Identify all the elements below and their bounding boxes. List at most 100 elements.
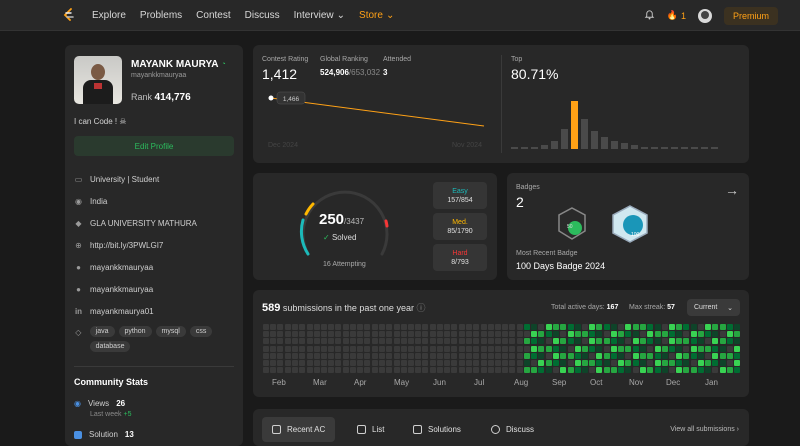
heatmap-cell[interactable] (350, 367, 356, 374)
heatmap-cell[interactable] (487, 367, 494, 374)
heatmap-cell[interactable] (350, 360, 356, 366)
heatmap-cell[interactable] (683, 367, 690, 374)
heatmap-cell[interactable] (444, 324, 451, 330)
heatmap-cell[interactable] (668, 324, 675, 330)
heatmap-cell[interactable] (502, 345, 509, 352)
heatmap-cell[interactable] (342, 367, 349, 374)
heatmap-cell[interactable] (552, 367, 559, 374)
heatmap-cell[interactable] (654, 345, 661, 352)
heatmap-cell[interactable] (480, 352, 487, 359)
heatmap-cell[interactable] (313, 352, 320, 359)
heatmap-cell[interactable] (350, 352, 356, 359)
heatmap-cell[interactable] (277, 331, 284, 338)
heatmap-cell[interactable] (690, 367, 697, 374)
heatmap-cell[interactable] (603, 331, 610, 338)
heatmap-cell[interactable] (465, 324, 472, 330)
rating-point[interactable] (268, 95, 274, 101)
heatmap-cell[interactable] (545, 345, 552, 352)
heatmap-cell[interactable] (560, 352, 566, 359)
heatmap-cell[interactable] (719, 367, 726, 374)
heatmap-cell[interactable] (284, 345, 291, 352)
heatmap-cell[interactable] (538, 324, 545, 330)
heatmap-cell[interactable] (487, 324, 494, 330)
heatmap-cell[interactable] (284, 360, 291, 366)
heatmap-cell[interactable] (451, 360, 458, 366)
heatmap-cell[interactable] (444, 360, 451, 366)
hard-stat[interactable]: Hard 8/793 (433, 244, 487, 271)
heatmap-cell[interactable] (719, 345, 726, 352)
heatmap-cell[interactable] (552, 352, 559, 359)
heatmap-cell[interactable] (574, 352, 581, 359)
heatmap-cell[interactable] (509, 331, 516, 338)
heatmap-cell[interactable] (581, 338, 588, 345)
heatmap-cell[interactable] (712, 338, 719, 345)
heatmap-cell[interactable] (625, 331, 632, 338)
heatmap-cell[interactable] (444, 352, 451, 359)
heatmap-cell[interactable] (574, 360, 581, 366)
heatmap-cell[interactable] (618, 360, 625, 366)
heatmap-cell[interactable] (531, 345, 538, 352)
heatmap-cell[interactable] (320, 352, 327, 359)
heatmap-cell[interactable] (494, 338, 501, 345)
heatmap-cell[interactable] (473, 367, 479, 374)
heatmap-cell[interactable] (335, 352, 342, 359)
heatmap-cell[interactable] (516, 338, 523, 345)
heatmap-cell[interactable] (618, 331, 625, 338)
heatmap-cell[interactable] (502, 331, 509, 338)
heatmap-cell[interactable] (342, 324, 349, 330)
heatmap-cell[interactable] (726, 324, 733, 330)
heatmap-cell[interactable] (473, 360, 479, 366)
heatmap-cell[interactable] (509, 324, 516, 330)
heatmap-cell[interactable] (364, 331, 371, 338)
heatmap-cell[interactable] (734, 331, 740, 338)
heatmap-cell[interactable] (371, 324, 378, 330)
heatmap-cell[interactable] (270, 345, 277, 352)
heatmap-cell[interactable] (676, 324, 683, 330)
heatmap-cell[interactable] (581, 345, 588, 352)
heatmap-cell[interactable] (393, 324, 400, 330)
heatmap-cell[interactable] (560, 345, 566, 352)
heatmap-cell[interactable] (690, 345, 697, 352)
heatmap-cell[interactable] (531, 352, 538, 359)
heatmap-cell[interactable] (668, 360, 675, 366)
heatmap-cell[interactable] (560, 367, 566, 374)
heatmap-cell[interactable] (422, 345, 429, 352)
heatmap-cell[interactable] (698, 352, 704, 359)
heatmap-cell[interactable] (284, 331, 291, 338)
heatmap-cell[interactable] (407, 367, 414, 374)
heatmap-cell[interactable] (350, 338, 356, 345)
heatmap-cell[interactable] (589, 360, 596, 366)
tab-solutions[interactable]: Solutions (403, 417, 471, 442)
heatmap-cell[interactable] (611, 324, 617, 330)
heatmap-cell[interactable] (698, 360, 704, 366)
heatmap-cell[interactable] (371, 360, 378, 366)
heatmap-cell[interactable] (320, 360, 327, 366)
heatmap-cell[interactable] (589, 352, 596, 359)
heatmap-cell[interactable] (422, 331, 429, 338)
heatmap-cell[interactable] (603, 360, 610, 366)
heatmap-cell[interactable] (291, 338, 298, 345)
heatmap-cell[interactable] (502, 360, 509, 366)
view-all-submissions-link[interactable]: View all submissions › (670, 426, 739, 433)
heatmap-cell[interactable] (719, 324, 726, 330)
heatmap-cell[interactable] (451, 324, 458, 330)
heatmap-cell[interactable] (415, 331, 422, 338)
heatmap-cell[interactable] (509, 367, 516, 374)
heatmap-cell[interactable] (451, 352, 458, 359)
heatmap-cell[interactable] (647, 324, 653, 330)
heatmap-cell[interactable] (473, 345, 479, 352)
heatmap-cell[interactable] (400, 360, 407, 366)
heatmap-cell[interactable] (625, 360, 632, 366)
heatmap-cell[interactable] (567, 360, 574, 366)
heatmap-cell[interactable] (473, 352, 479, 359)
heatmap-cell[interactable] (589, 331, 596, 338)
heatmap-cell[interactable] (350, 345, 356, 352)
heatmap-cell[interactable] (494, 367, 501, 374)
heatmap-cell[interactable] (545, 367, 552, 374)
heatmap-cell[interactable] (647, 367, 653, 374)
heatmap-cell[interactable] (429, 352, 436, 359)
premium-button[interactable]: Premium (723, 6, 778, 25)
heatmap-cell[interactable] (400, 367, 407, 374)
heatmap-cell[interactable] (299, 345, 305, 352)
heatmap-cell[interactable] (603, 352, 610, 359)
